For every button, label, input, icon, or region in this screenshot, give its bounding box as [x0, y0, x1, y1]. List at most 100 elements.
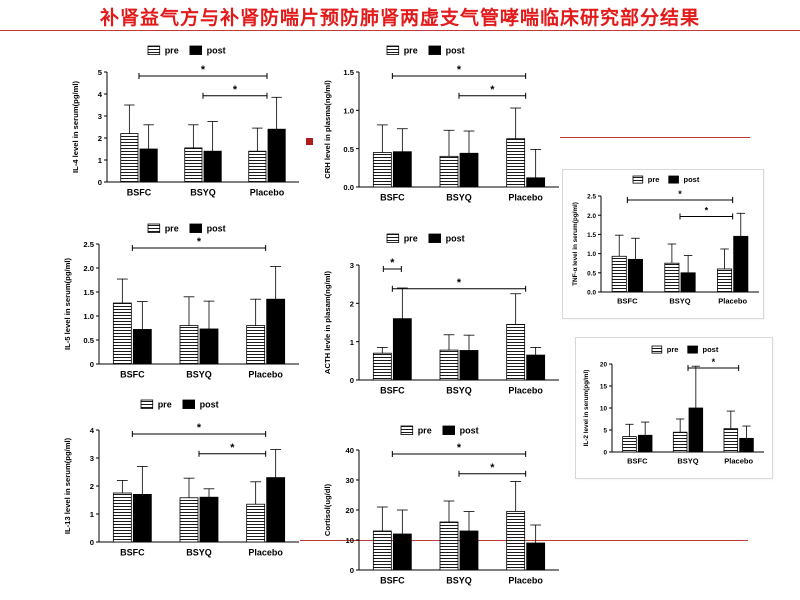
bar-pre-placebo	[506, 138, 526, 188]
bar-post-bsfc	[637, 434, 653, 453]
y-tick-label: 1	[350, 338, 355, 347]
bullet-mark	[306, 138, 313, 145]
y-tick-label: 0	[350, 566, 354, 575]
legend-swatch-pre	[632, 175, 644, 184]
x-tick-label: BSYQ	[446, 386, 472, 396]
x-tick-label: BSFC	[127, 188, 152, 198]
bar-post-placebo	[739, 437, 754, 453]
y-axis-title: ACTH levle in plasam(ng/ml)	[323, 270, 332, 374]
legend-swatch-pre	[140, 399, 154, 409]
y-tick-label: 3	[350, 261, 354, 270]
sig-star: *	[490, 462, 495, 474]
bar-pre-bsyq	[439, 155, 459, 188]
bar-pre-bsfc	[611, 255, 627, 293]
bar-pre-bsyq	[184, 147, 203, 183]
bar-post-bsyq	[199, 328, 219, 365]
legend-label-pre: pre	[404, 46, 418, 56]
y-axis-title: IL-4 level in serum(pg/ml)	[71, 80, 80, 173]
bar-pre-bsyq	[672, 431, 688, 453]
bar-post-placebo	[733, 235, 749, 293]
y-tick-label: 2	[90, 482, 94, 491]
x-tick-label: BSFC	[617, 296, 638, 305]
bar-post-placebo	[266, 298, 286, 365]
y-tick-label: 1	[98, 156, 103, 165]
legend-swatch-post	[442, 425, 456, 435]
legend-swatch-post	[189, 45, 203, 55]
bar-post-bsyq	[459, 350, 479, 381]
x-tick-label: Placebo	[718, 296, 747, 305]
y-tick-label: 0.5	[587, 270, 596, 277]
bar-pre-bsyq	[179, 497, 199, 543]
y-tick-label: 4	[90, 426, 95, 435]
bar-post-bsfc	[139, 148, 158, 183]
y-axis-title: IL-5 level in serum(pg/ml)	[63, 257, 72, 350]
bar-post-bsyq	[459, 530, 479, 571]
sig-star: *	[197, 422, 202, 434]
y-tick-label: 0	[90, 360, 94, 369]
y-tick-label: 1.5	[83, 288, 94, 297]
chart-il13: 0 1 2 3 4 IL-13 level in serum(pg/ml) pre post B…	[63, 400, 308, 570]
y-tick-label: 2.5	[83, 240, 94, 249]
y-tick-label: 30	[346, 476, 355, 485]
chart-svg-il5: 0 0.5 1.0 1.5 2.0 2.5 IL-5 level in serum(pg/m…	[63, 223, 299, 380]
x-tick-label: BSFC	[120, 370, 145, 380]
legend-label-pre: pre	[158, 400, 172, 410]
y-tick-label: 1.0	[83, 312, 94, 321]
x-tick-label: BSYQ	[186, 548, 212, 558]
x-tick-label: Placebo	[250, 188, 285, 198]
bar-post-placebo	[526, 177, 546, 188]
legend-label-post: post	[200, 400, 219, 410]
x-tick-label: BSFC	[627, 456, 648, 465]
sig-star: *	[390, 257, 395, 269]
x-tick-label: BSFC	[380, 576, 405, 586]
legend-label-post: post	[207, 46, 226, 56]
sig-star: *	[712, 357, 716, 367]
legend-swatch-pre	[147, 45, 161, 55]
bar-pre-bsfc	[372, 352, 392, 381]
bar-pre-bsfc	[622, 436, 637, 453]
bar-post-bsyq	[199, 496, 219, 543]
bar-post-placebo	[526, 542, 546, 571]
chart-il5: 0 0.5 1.0 1.5 2.0 2.5 IL-5 level in serum(pg/m…	[63, 224, 308, 390]
x-tick-label: BSYQ	[190, 188, 216, 198]
x-tick-label: BSYQ	[186, 370, 212, 380]
legend-swatch-post	[182, 399, 196, 409]
legend-swatch-post	[428, 45, 442, 55]
y-tick-label: 2.0	[587, 213, 596, 220]
y-tick-label: 10	[600, 406, 608, 413]
legend-swatch-post	[189, 223, 203, 233]
bar-pre-placebo	[506, 511, 526, 571]
sig-star: *	[490, 84, 495, 96]
chart-svg-il4: 0 1 2 3 4 5 IL-4 level in serum(pg/ml) pre post B…	[71, 45, 299, 198]
sig-star: *	[457, 277, 462, 289]
x-tick-label: Placebo	[248, 548, 283, 558]
bar-post-bsyq	[203, 150, 222, 183]
y-tick-label: 1.0	[343, 106, 354, 115]
x-tick-label: BSYQ	[677, 456, 698, 465]
legend-label-pre: pre	[165, 46, 179, 56]
y-tick-label: 0.5	[83, 336, 94, 345]
sig-star: *	[230, 442, 235, 454]
bar-pre-bsfc	[372, 530, 392, 571]
bar-pre-bsfc	[372, 152, 392, 188]
legend-label-pre: pre	[418, 426, 432, 436]
bar-pre-bsfc	[112, 492, 132, 543]
legend-label-pre: pre	[667, 345, 679, 354]
legend-label-post: post	[684, 175, 700, 184]
chart-svg-cortisol: 0 10 20 30 40 Cortisol(ug/dl) pre post BSFC BSYQ P…	[323, 425, 559, 586]
y-tick-label: 0.0	[587, 290, 596, 297]
y-tick-label: 5	[98, 68, 103, 77]
y-axis-title: IL-13 level in serum(pg/ml)	[63, 437, 72, 534]
y-tick-label: 2	[98, 134, 102, 143]
sig-star: *	[201, 64, 206, 76]
bar-pre-bsyq	[439, 349, 459, 381]
chart-svg-il2: 0 5 10 15 20 IL-2 level in serum(pg/ml) pre pos…	[583, 345, 764, 465]
x-tick-label: BSYQ	[446, 193, 472, 203]
x-tick-label: Placebo	[724, 456, 753, 465]
y-tick-label: 15	[600, 384, 608, 391]
y-tick-label: 20	[600, 362, 608, 369]
bar-pre-bsyq	[439, 521, 459, 571]
y-tick-label: 2	[350, 299, 354, 308]
bar-post-bsyq	[688, 407, 704, 453]
bar-post-bsfc	[392, 533, 412, 571]
